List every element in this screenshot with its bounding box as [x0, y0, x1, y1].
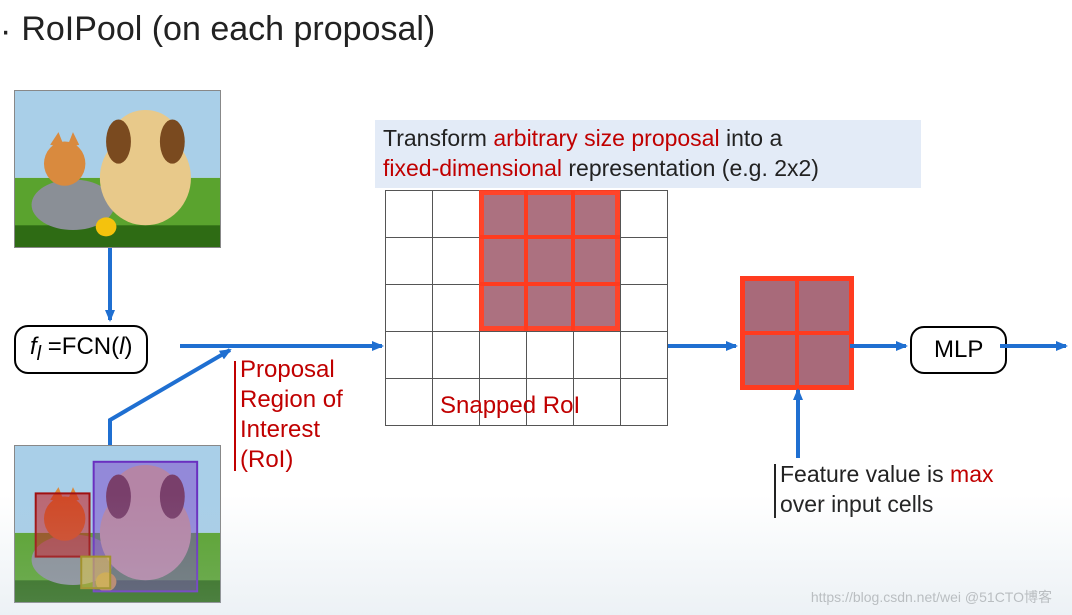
pooled-divider-h	[740, 331, 854, 335]
title-text: RoIPool (on each proposal)	[21, 10, 435, 48]
grid-cell	[432, 284, 479, 331]
grid-cell	[526, 331, 573, 378]
banner-p1: Transform	[383, 125, 493, 151]
grid-cell	[385, 284, 432, 331]
input-image-with-proposal	[14, 445, 221, 603]
grid-cell	[385, 237, 432, 284]
grid-cell	[620, 284, 667, 331]
feature-value-label: Feature value is max over input cells	[780, 460, 993, 520]
grid-cell	[620, 378, 667, 425]
banner-p5: representation (e.g. 2x2)	[562, 155, 819, 181]
grid-cell	[432, 190, 479, 237]
grid-cell	[432, 237, 479, 284]
proposal-l4: (RoI)	[240, 446, 293, 473]
grid-cell	[385, 378, 432, 425]
grid-cell	[620, 331, 667, 378]
grid-cell	[479, 331, 526, 378]
grid-cell	[573, 331, 620, 378]
grid-cell	[620, 237, 667, 284]
roi-divider-h	[479, 235, 620, 239]
feat-p2: max	[950, 461, 993, 487]
roi-divider-v	[524, 190, 528, 331]
grid-cell	[432, 331, 479, 378]
grid-cell	[620, 190, 667, 237]
proposal-l1: Proposal	[240, 356, 335, 383]
feature-bracket	[774, 464, 776, 518]
watermark: https://blog.csdn.net/wei @51CTO博客	[811, 587, 1052, 607]
mlp-box: MLP	[910, 326, 1007, 374]
banner-p3: into a	[720, 125, 783, 151]
snapped-roi-label: Snapped RoI	[440, 390, 580, 421]
banner-p2: arbitrary size proposal	[493, 125, 719, 151]
roi-divider-h	[479, 282, 620, 286]
fcn-box: fl =FCN(l)	[14, 325, 148, 374]
feat-p3: over input cells	[780, 491, 933, 517]
grid-cell	[385, 331, 432, 378]
input-image	[14, 90, 221, 248]
roi-divider-v	[571, 190, 575, 331]
transform-banner: Transform arbitrary size proposal into a…	[375, 120, 921, 188]
grid-cell	[385, 190, 432, 237]
proposal-roi-label: Proposal Region of Interest (RoI)	[240, 355, 343, 475]
bullet: ·	[0, 12, 11, 51]
feat-p1: Feature value is	[780, 461, 950, 487]
slide-title: · RoIPool (on each proposal)	[0, 10, 435, 51]
fcn-label: fl =FCN(l)	[30, 333, 132, 360]
banner-p4: fixed-dimensional	[383, 155, 562, 181]
proposal-l2: Region of	[240, 386, 343, 413]
proposal-bracket	[234, 361, 236, 471]
proposal-l3: Interest	[240, 416, 320, 443]
mlp-label: MLP	[934, 336, 983, 363]
snapped-roi	[479, 190, 620, 331]
